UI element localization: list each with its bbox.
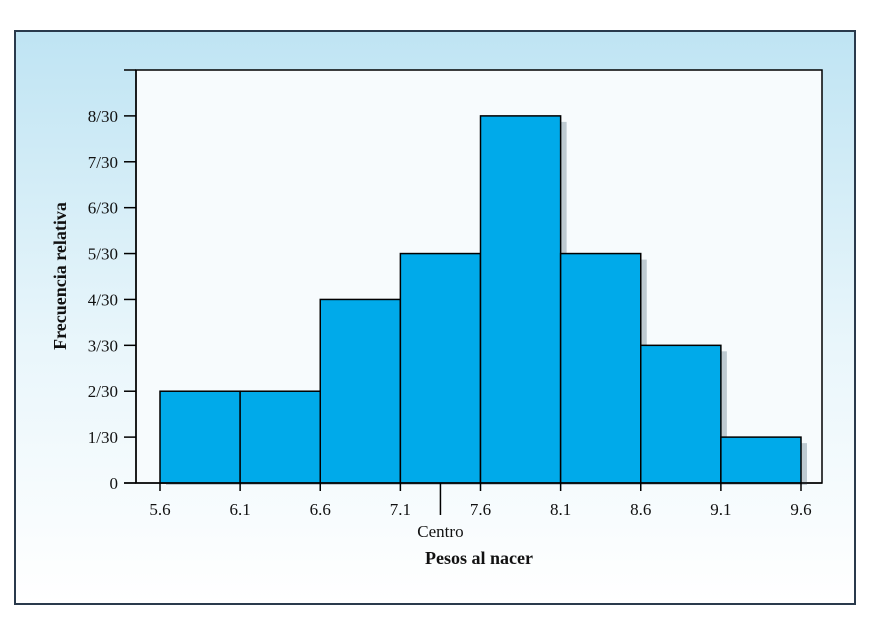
- y-axis-title: Frecuencia relativa: [50, 202, 70, 350]
- x-tick-label: 7.6: [470, 500, 491, 519]
- bars-group: [159, 115, 807, 485]
- y-tick-label: 8/30: [88, 107, 118, 126]
- y-tick-label: 0: [110, 474, 119, 493]
- x-tick-label: 6.1: [230, 500, 251, 519]
- centro-label: Centro: [417, 522, 463, 541]
- x-axis-title: Pesos al nacer: [425, 548, 533, 568]
- x-tick-label: 8.6: [630, 500, 651, 519]
- bar: [640, 344, 722, 484]
- bar: [559, 252, 642, 484]
- bar: [319, 298, 402, 484]
- bar: [239, 390, 321, 484]
- bar: [399, 252, 482, 484]
- y-tick-label: 1/30: [88, 428, 118, 447]
- y-tick-label: 4/30: [88, 290, 118, 309]
- x-tick-label: 9.6: [790, 500, 811, 519]
- x-tick-label: 6.6: [310, 500, 331, 519]
- y-ticks-group: 0 1/30 2/30 3/30 4/30 5/30 6/30 7/30 8/30: [88, 69, 136, 493]
- y-tick-label: 5/30: [88, 245, 118, 264]
- y-tick-label: 3/30: [88, 336, 118, 355]
- bar: [159, 390, 241, 484]
- x-tick-label: 7.1: [390, 500, 411, 519]
- x-ticks-group: 5.6 6.1 6.6 7.1 7.6 8.1 8.6 9.1 9.6: [124, 482, 812, 519]
- y-tick-label: 7/30: [88, 153, 118, 172]
- y-tick-label: 6/30: [88, 199, 118, 218]
- x-tick-label: 5.6: [149, 500, 170, 519]
- y-tick-label: 2/30: [88, 382, 118, 401]
- x-tick-label: 9.1: [710, 500, 731, 519]
- bar: [479, 115, 562, 484]
- bar: [720, 436, 802, 484]
- x-tick-label: 8.1: [550, 500, 571, 519]
